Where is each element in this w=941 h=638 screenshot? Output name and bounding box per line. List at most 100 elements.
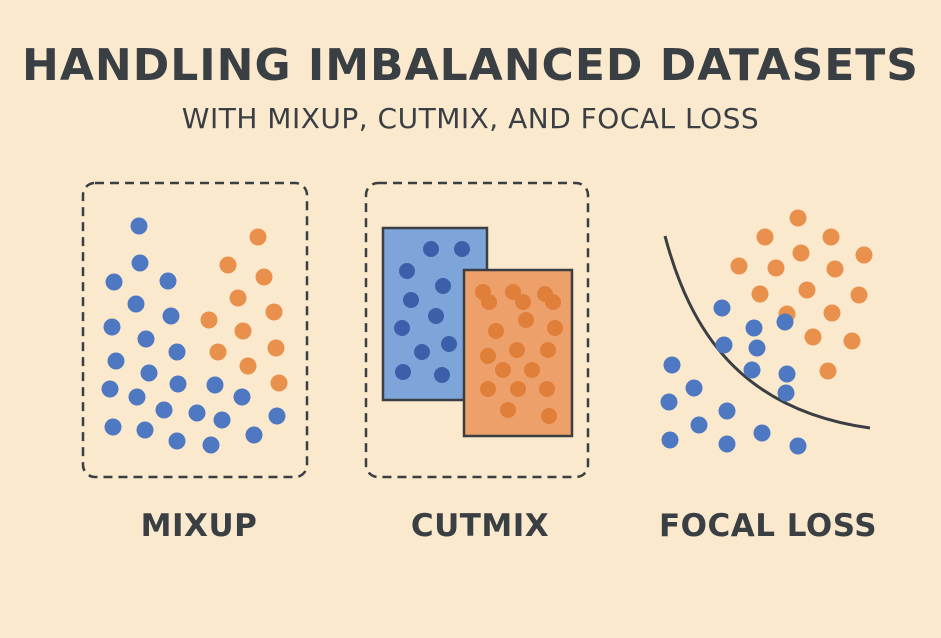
mixup-blue-point: [206, 376, 224, 394]
focal-orange-point: [792, 244, 810, 262]
mixup-blue-point: [162, 307, 180, 325]
cutmix-orange-point: [509, 342, 525, 358]
mixup-blue-point: [140, 364, 158, 382]
cutmix-orange-point: [480, 348, 496, 364]
mixup-blue-point: [188, 404, 206, 422]
cutmix-orange-point: [540, 342, 556, 358]
cutmix-orange-point: [541, 408, 557, 424]
focal-orange-point: [843, 332, 861, 350]
focal-blue-point: [660, 393, 678, 411]
mixup-blue-point: [268, 407, 286, 425]
cutmix-orange-point: [545, 294, 561, 310]
mixup-blue-point: [101, 380, 119, 398]
cutmix-orange-point: [539, 381, 555, 397]
cutmix-panel: [364, 181, 590, 479]
focal-blue-point: [715, 336, 733, 354]
mixup-blue-point: [155, 401, 173, 419]
focal-loss-panel: [660, 209, 873, 455]
cutmix-orange-point: [481, 294, 497, 310]
focal-blue-point: [745, 319, 763, 337]
focal-blue-point: [718, 402, 736, 420]
focal-blue-point: [663, 356, 681, 374]
mixup-blue-point: [233, 388, 251, 406]
focal-loss-label: FOCAL LOSS: [658, 508, 878, 544]
mixup-orange-point: [219, 256, 237, 274]
cutmix-blue-point: [454, 241, 470, 257]
mixup-blue-point: [131, 254, 149, 272]
mixup-points: [101, 217, 288, 454]
mixup-blue-point: [159, 272, 177, 290]
mixup-blue-point: [137, 330, 155, 348]
mixup-blue-point: [202, 436, 220, 454]
mixup-orange-point: [234, 322, 252, 340]
mixup-blue-point: [105, 273, 123, 291]
mixup-orange-point: [239, 357, 257, 375]
focal-blue-point: [713, 299, 731, 317]
mixup-blue-point: [107, 352, 125, 370]
focal-orange-point: [819, 362, 837, 380]
mixup-blue-point: [127, 295, 145, 313]
focal-orange-point: [850, 286, 868, 304]
focal-orange-point: [826, 260, 844, 278]
focal-orange-point: [798, 281, 816, 299]
mixup-orange-point: [255, 268, 273, 286]
cutmix-label: CUTMIX: [410, 508, 550, 544]
mixup-orange-point: [265, 303, 283, 321]
mixup-label: MIXUP: [140, 508, 258, 544]
focal-orange-point: [751, 285, 769, 303]
mixup-panel: [81, 181, 309, 479]
cutmix-blue-point: [403, 292, 419, 308]
mixup-orange-point: [229, 289, 247, 307]
cutmix-blue-point: [395, 364, 411, 380]
focal-orange-point: [789, 209, 807, 227]
mixup-frame: [81, 181, 309, 479]
mixup-orange-point: [200, 311, 218, 329]
mixup-orange-point: [209, 343, 227, 361]
cutmix-orange-point: [488, 323, 504, 339]
mixup-blue-point: [168, 343, 186, 361]
cutmix-orange-point: [547, 320, 563, 336]
focal-blue-point: [718, 435, 736, 453]
decision-boundary-curve: [663, 235, 871, 430]
focal-orange-point: [730, 257, 748, 275]
focal-orange-point: [822, 228, 840, 246]
focal-orange-point: [855, 246, 873, 264]
focal-blue-point: [748, 339, 766, 357]
mixup-blue-point: [169, 375, 187, 393]
cutmix-orange-point: [500, 402, 516, 418]
cutmix-blue-point: [414, 344, 430, 360]
cutmix-blue-point: [394, 320, 410, 336]
cutmix-blue-point: [435, 278, 451, 294]
mixup-orange-point: [267, 339, 285, 357]
mixup-blue-point: [136, 421, 154, 439]
focal-loss-points: [660, 209, 873, 455]
cutmix-frame: [364, 181, 590, 479]
focal-orange-point: [767, 259, 785, 277]
focal-orange-point: [804, 328, 822, 346]
cutmix-orange-point: [510, 381, 526, 397]
focal-blue-point: [690, 416, 708, 434]
focal-blue-point: [743, 361, 761, 379]
page-subtitle: WITH MIXUP, CUTMIX, AND FOCAL LOSS: [181, 102, 760, 135]
cutmix-blue-points: [394, 241, 470, 383]
mixup-blue-point: [168, 432, 186, 450]
cutmix-orange-point: [480, 381, 496, 397]
cutmix-orange-point: [518, 312, 534, 328]
focal-orange-point: [756, 228, 774, 246]
mixup-blue-point: [245, 426, 263, 444]
focal-blue-point: [778, 365, 796, 383]
mixup-blue-point: [128, 388, 146, 406]
mixup-blue-point: [104, 418, 122, 436]
cutmix-blue-point: [428, 308, 444, 324]
mixup-blue-point: [103, 318, 121, 336]
cutmix-blue-point: [434, 367, 450, 383]
cutmix-orange-point: [495, 362, 511, 378]
cutmix-blue-point: [399, 263, 415, 279]
cutmix-blue-point: [441, 336, 457, 352]
mixup-blue-point: [213, 411, 231, 429]
mixup-orange-point: [270, 374, 288, 392]
cutmix-orange-points: [475, 284, 563, 424]
cutmix-orange-point: [505, 284, 521, 300]
cutmix-orange-point: [524, 362, 540, 378]
